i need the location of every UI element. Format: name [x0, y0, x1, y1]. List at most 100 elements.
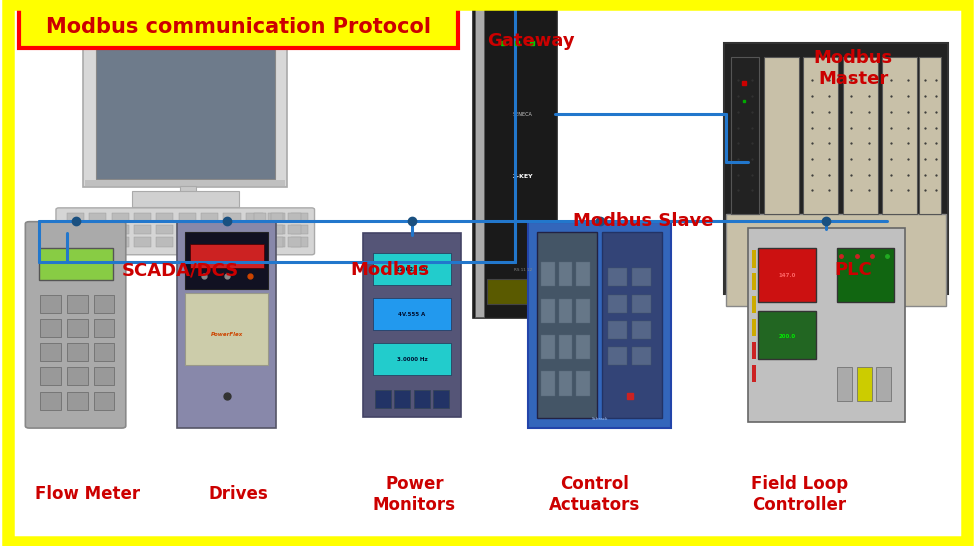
Bar: [837, 367, 852, 401]
Bar: [223, 237, 241, 247]
Bar: [268, 237, 286, 247]
Text: Modbus communication Protocol: Modbus communication Protocol: [47, 17, 431, 37]
Bar: [541, 262, 555, 287]
Bar: [759, 248, 816, 302]
Bar: [559, 299, 572, 323]
Bar: [67, 295, 88, 313]
Bar: [487, 280, 543, 304]
Bar: [842, 57, 878, 214]
Bar: [40, 295, 60, 313]
Bar: [373, 298, 450, 330]
Bar: [185, 293, 268, 365]
Bar: [254, 212, 266, 222]
Text: 147.0: 147.0: [778, 272, 796, 278]
Text: Gateway: Gateway: [488, 32, 575, 50]
Bar: [603, 232, 662, 418]
Bar: [268, 212, 286, 222]
Text: SENECA: SENECA: [513, 112, 532, 117]
Text: PLC: PLC: [835, 262, 872, 279]
Bar: [96, 40, 275, 179]
Bar: [271, 225, 284, 234]
Bar: [66, 212, 84, 222]
FancyBboxPatch shape: [56, 208, 315, 255]
Bar: [291, 212, 308, 222]
Bar: [753, 274, 756, 290]
Bar: [731, 57, 760, 214]
Bar: [394, 390, 410, 408]
Bar: [877, 367, 891, 401]
Bar: [576, 335, 590, 359]
Bar: [67, 391, 88, 410]
Bar: [178, 225, 196, 234]
Text: Control
Actuators: Control Actuators: [549, 474, 641, 514]
Bar: [89, 237, 106, 247]
Bar: [39, 248, 113, 281]
Bar: [803, 57, 838, 214]
Bar: [180, 186, 196, 199]
Bar: [66, 225, 84, 234]
Bar: [753, 250, 756, 268]
Text: Modbus Slave: Modbus Slave: [573, 212, 714, 230]
Bar: [763, 57, 799, 214]
Bar: [726, 214, 946, 306]
FancyBboxPatch shape: [132, 191, 239, 207]
Bar: [633, 347, 651, 365]
Text: Z-KEY: Z-KEY: [513, 174, 533, 179]
Text: Flow Meter: Flow Meter: [35, 485, 140, 503]
Bar: [475, 5, 485, 317]
Bar: [607, 321, 627, 339]
Bar: [291, 237, 308, 247]
Text: 200.0: 200.0: [778, 334, 796, 339]
Bar: [134, 212, 151, 222]
Bar: [374, 390, 391, 408]
Bar: [254, 237, 266, 247]
Bar: [94, 391, 114, 410]
Bar: [40, 391, 60, 410]
Bar: [541, 371, 555, 395]
Bar: [559, 262, 572, 287]
Bar: [185, 232, 268, 288]
FancyBboxPatch shape: [25, 222, 126, 428]
Bar: [201, 212, 218, 222]
FancyBboxPatch shape: [528, 222, 671, 428]
Bar: [94, 295, 114, 313]
Bar: [246, 237, 263, 247]
Text: Schrack: Schrack: [592, 417, 607, 421]
Bar: [156, 237, 174, 247]
Bar: [559, 371, 572, 395]
Bar: [882, 57, 917, 214]
Bar: [576, 371, 590, 395]
Bar: [291, 225, 308, 234]
Bar: [373, 343, 450, 375]
Bar: [40, 319, 60, 337]
Bar: [201, 237, 218, 247]
Bar: [156, 225, 174, 234]
Text: Drives: Drives: [209, 485, 269, 503]
Bar: [67, 343, 88, 361]
Bar: [201, 225, 218, 234]
Bar: [178, 212, 196, 222]
Text: 3.0000 Hz: 3.0000 Hz: [397, 357, 427, 361]
Bar: [271, 212, 284, 222]
Bar: [537, 232, 597, 418]
Bar: [288, 237, 300, 247]
Bar: [753, 319, 756, 336]
Bar: [94, 367, 114, 385]
Bar: [89, 225, 106, 234]
FancyBboxPatch shape: [83, 31, 288, 187]
Bar: [919, 57, 942, 214]
Bar: [373, 253, 450, 285]
Bar: [576, 262, 590, 287]
Bar: [753, 342, 756, 359]
Bar: [189, 244, 263, 268]
Bar: [40, 367, 60, 385]
Bar: [66, 237, 84, 247]
Bar: [156, 212, 174, 222]
Bar: [607, 347, 627, 365]
Bar: [633, 295, 651, 313]
Bar: [759, 311, 816, 359]
Bar: [67, 367, 88, 385]
Bar: [89, 212, 106, 222]
Bar: [246, 212, 263, 222]
Bar: [413, 390, 430, 408]
